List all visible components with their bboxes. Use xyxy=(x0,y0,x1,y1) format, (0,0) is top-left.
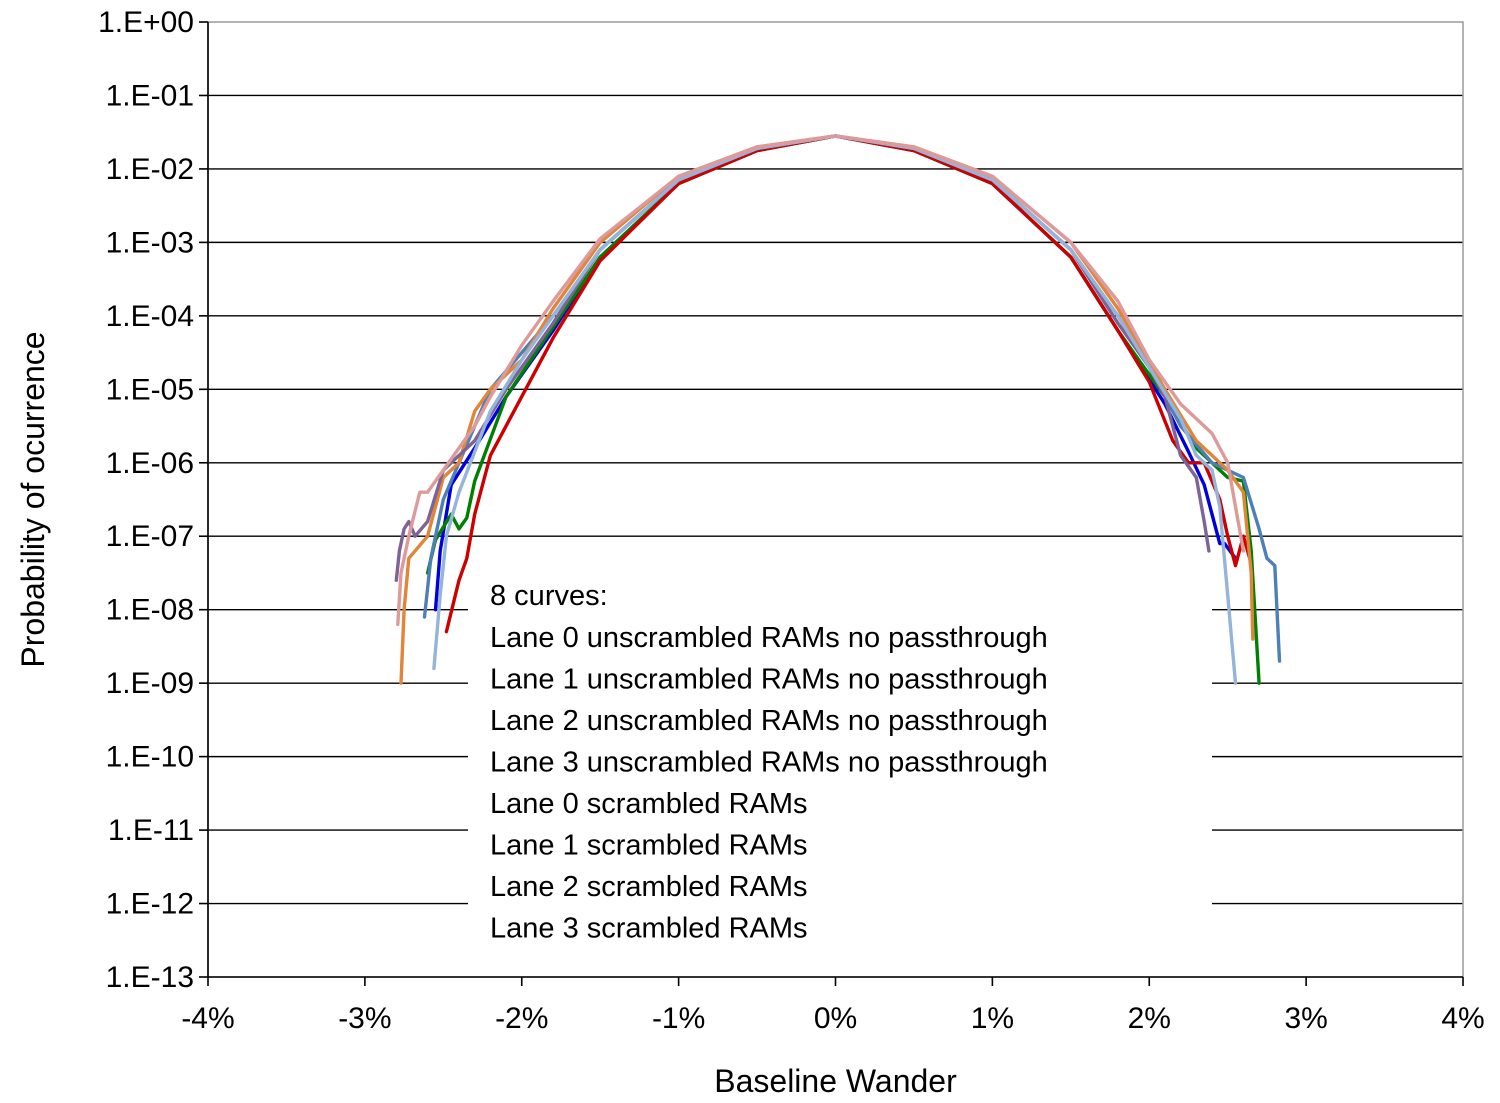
x-tick-label-2: -2% xyxy=(495,1002,548,1035)
annotation-heading: 8 curves: xyxy=(490,580,608,612)
annotation-line-4: Lane 0 scrambled RAMs xyxy=(490,788,808,820)
annotation-line-0: Lane 0 unscrambled RAMs no passthrough xyxy=(490,622,1048,654)
x-tick-label-7: 3% xyxy=(1284,1002,1327,1035)
annotation-line-5: Lane 1 scrambled RAMs xyxy=(490,830,808,862)
y-tick-label-10: 1.E-10 xyxy=(106,741,194,774)
y-tick-label-9: 1.E-09 xyxy=(106,667,194,700)
y-tick-label-12: 1.E-12 xyxy=(106,888,194,921)
y-tick-label-1: 1.E-01 xyxy=(106,79,194,112)
y-tick-label-5: 1.E-05 xyxy=(106,373,194,406)
annotation-line-2: Lane 2 unscrambled RAMs no passthrough xyxy=(490,705,1048,737)
series-layer xyxy=(394,134,1282,685)
y-tick-label-8: 1.E-08 xyxy=(106,594,194,627)
y-tick-label-7: 1.E-07 xyxy=(106,520,194,553)
annotation-line-6: Lane 2 scrambled RAMs xyxy=(490,871,808,903)
y-tick-label-11: 1.E-11 xyxy=(108,814,194,847)
annotation-box: 8 curves: Lane 0 unscrambled RAMs no pas… xyxy=(468,566,1212,951)
y-tick-label-0: 1.E+00 xyxy=(98,6,194,39)
x-axis-title: Baseline Wander xyxy=(714,1063,957,1099)
x-tick-label-6: 2% xyxy=(1128,1002,1171,1035)
y-tick-labels: 1.E+00 1.E-01 1.E-02 1.E-03 1.E-04 1.E-05 1.E-… xyxy=(98,6,208,994)
x-tick-label-1: -3% xyxy=(338,1002,391,1035)
x-tick-label-0: -4% xyxy=(181,1002,234,1035)
annotation-background xyxy=(468,566,1212,951)
x-tick-label-3: -1% xyxy=(652,1002,705,1035)
x-tick-label-8: 4% xyxy=(1441,1002,1484,1035)
x-tick-label-4: 0% xyxy=(814,1002,857,1035)
x-tick-labels: -4% -3% -2% -1% 0% 1% 2% 3% 4% xyxy=(181,977,1485,1035)
x-tick-label-5: 1% xyxy=(971,1002,1014,1035)
y-tick-label-3: 1.E-03 xyxy=(106,226,194,259)
y-tick-label-13: 1.E-13 xyxy=(106,961,194,994)
annotation-line-7: Lane 3 scrambled RAMs xyxy=(490,913,808,945)
annotation-line-1: Lane 1 unscrambled RAMs no passthrough xyxy=(490,664,1048,696)
y-axis-title: Probability of ocurrence xyxy=(15,331,51,667)
y-tick-label-2: 1.E-02 xyxy=(106,153,194,186)
series-line-7 xyxy=(396,134,1246,627)
annotation-line-3: Lane 3 unscrambled RAMs no passthrough xyxy=(490,747,1048,779)
y-tick-label-4: 1.E-04 xyxy=(106,300,194,333)
y-tick-label-6: 1.E-06 xyxy=(106,447,194,480)
